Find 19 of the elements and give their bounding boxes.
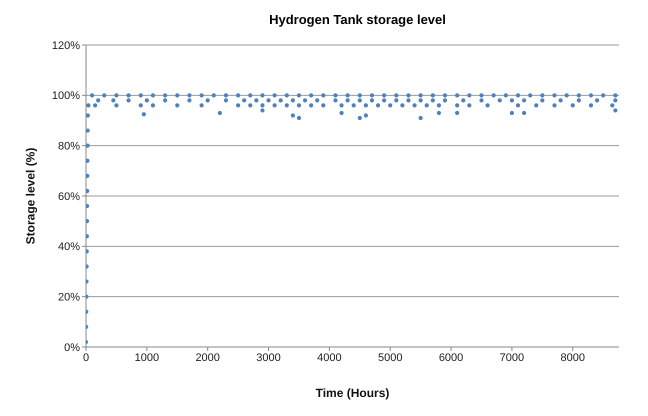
x-tick-label: 6000	[438, 352, 464, 364]
x-tick-label: 3000	[256, 352, 281, 364]
y-tick-label: 0%	[64, 342, 80, 354]
y-tick-label: 60%	[58, 190, 80, 203]
x-tick-label: 7000	[500, 352, 524, 364]
x-tick-label: 2000	[195, 352, 220, 364]
y-tick-label: 40%	[58, 241, 80, 254]
chart-title: Hydrogen Tank storage level	[268, 12, 447, 27]
x-tick-label: 8000	[560, 352, 585, 364]
x-tick-label: 5000	[378, 352, 402, 364]
x-tick-label: 4000	[317, 352, 342, 364]
x-axis-title: Time (Hours)	[316, 386, 390, 400]
y-tick-label: 20%	[58, 292, 80, 304]
y-tick-label: 80%	[58, 140, 80, 153]
y-axis-title: Storage level (%)	[23, 148, 38, 244]
y-tick-label: 100%	[52, 90, 80, 102]
x-tick-label: 0	[82, 352, 90, 364]
y-tick-label: 120%	[52, 40, 80, 52]
x-tick-label: 1000	[134, 352, 160, 364]
